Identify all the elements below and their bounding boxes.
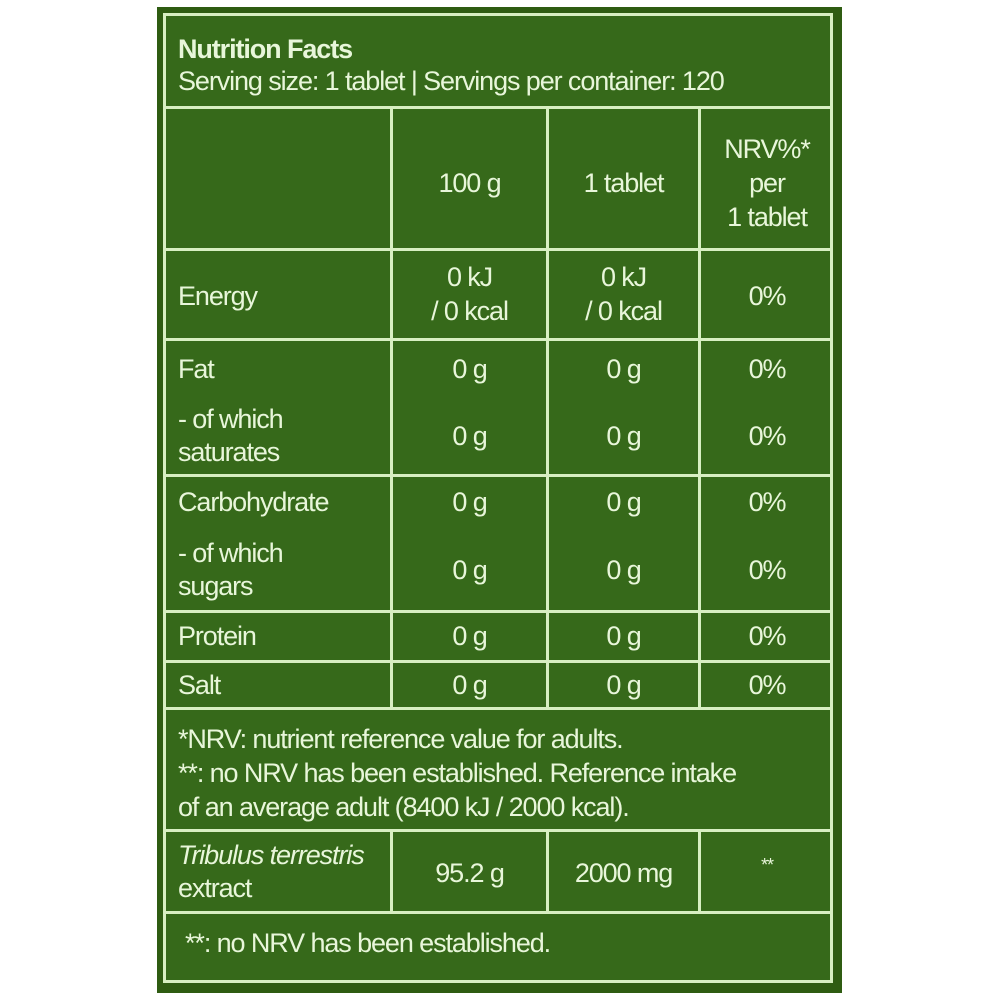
col-per100: 100 g (438, 168, 501, 198)
divider (163, 106, 833, 109)
divider (546, 829, 549, 913)
divider (698, 106, 701, 708)
cell: 0 g (606, 670, 641, 700)
extract-label: extract (178, 873, 252, 903)
row-label: Energy (178, 281, 258, 311)
cell: 0 g (606, 555, 641, 585)
cell: / 0 kcal (585, 296, 663, 326)
footnote: of an average adult (8400 kJ / 2000 kcal… (178, 792, 630, 822)
col-nrv: per (749, 168, 786, 198)
cell: / 0 kcal (431, 296, 509, 326)
divider (390, 829, 393, 913)
row-label: Carbohydrate (178, 487, 330, 517)
row-label: Salt (178, 670, 221, 700)
row-label: - of which (178, 538, 284, 568)
divider (163, 474, 833, 477)
divider (698, 829, 701, 913)
row-label: Fat (178, 354, 215, 384)
footnote: **: no NRV has been established. Referen… (178, 758, 737, 788)
row-label: saturates (178, 437, 280, 467)
extract-label: Tribulus terrestris (178, 840, 365, 870)
cell: 2000 mg (574, 858, 673, 888)
title: Nutrition Facts (178, 34, 353, 64)
cell: 95.2 g (435, 858, 505, 888)
final-note: **: no NRV has been established. (185, 928, 551, 958)
serving-info: Serving size: 1 tablet | Servings per co… (178, 66, 725, 96)
cell: 0% (748, 487, 787, 517)
cell: 0 g (452, 621, 487, 651)
cell: 0 g (452, 354, 487, 384)
cell: 0% (748, 354, 787, 384)
cell: 0 g (452, 670, 487, 700)
cell: 0% (748, 670, 787, 700)
divider (163, 911, 833, 914)
cell: 0% (748, 421, 787, 451)
cell: 0 kJ (446, 262, 493, 292)
col-per-tablet: 1 tablet (583, 168, 665, 198)
divider (163, 338, 833, 341)
col-nrv: NRV%* (724, 134, 811, 164)
cell: 0 g (606, 621, 641, 651)
cell: 0 g (452, 421, 487, 451)
footnote: *NRV: nutrient reference value for adult… (178, 724, 624, 754)
divider (390, 106, 393, 708)
divider (163, 707, 833, 710)
cell: 0% (748, 555, 787, 585)
cell: ** (761, 855, 774, 875)
divider (163, 248, 833, 251)
cell: 0 g (452, 487, 487, 517)
cell: 0 g (452, 555, 487, 585)
cell: 0 kJ (600, 262, 647, 292)
row-label: Protein (178, 621, 257, 651)
cell: 0 g (606, 487, 641, 517)
col-nrv: 1 tablet (727, 202, 808, 232)
divider (163, 829, 833, 832)
cell: 0% (748, 621, 787, 651)
row-label: - of which (178, 404, 284, 434)
cell: 0 g (606, 354, 641, 384)
divider (163, 610, 833, 613)
divider (163, 660, 833, 663)
divider (546, 106, 549, 708)
cell: 0% (748, 281, 787, 311)
cell: 0 g (606, 421, 641, 451)
nutrition-table (163, 13, 833, 983)
row-label: sugars (178, 571, 254, 601)
